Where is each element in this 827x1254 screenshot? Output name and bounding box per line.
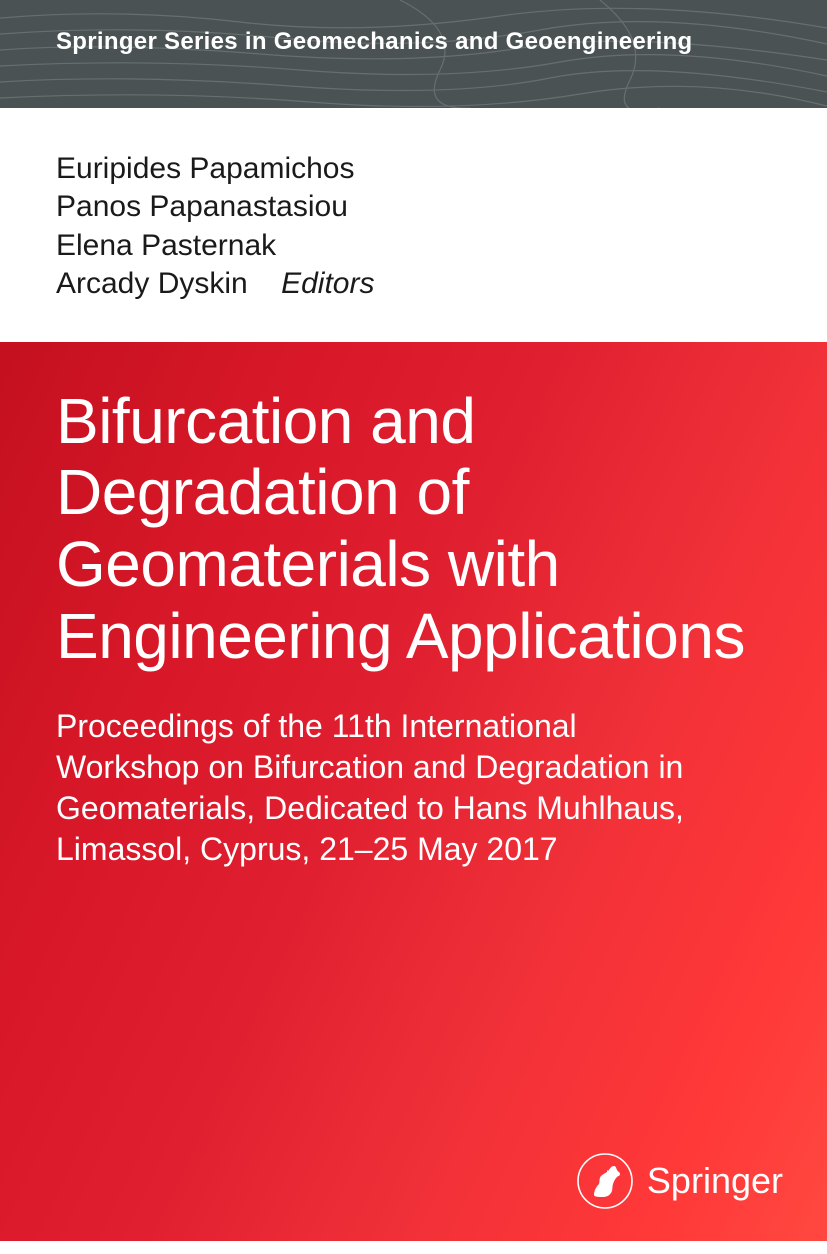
editor-name: Arcady Dyskin Editors bbox=[56, 265, 771, 303]
editors-role: Editors bbox=[281, 267, 374, 300]
book-title: Bifurcation and Degradation of Geomateri… bbox=[56, 386, 771, 673]
book-subtitle: Proceedings of the 11th International Wo… bbox=[56, 706, 696, 870]
book-cover: Springer Series in Geomechanics and Geoe… bbox=[0, 0, 827, 1254]
editor-name-last: Arcady Dyskin bbox=[56, 267, 248, 300]
series-name: Springer Series in Geomechanics and Geoe… bbox=[0, 0, 827, 56]
title-block: Bifurcation and Degradation of Geomateri… bbox=[0, 342, 827, 1241]
editor-name: Elena Pasternak bbox=[56, 227, 771, 265]
publisher-imprint: Springer bbox=[577, 1153, 783, 1209]
editor-name: Euripides Papamichos bbox=[56, 150, 771, 188]
editors-block: Euripides Papamichos Panos Papanastasiou… bbox=[0, 108, 827, 342]
springer-horse-icon bbox=[577, 1153, 633, 1209]
series-band: Springer Series in Geomechanics and Geoe… bbox=[0, 0, 827, 108]
publisher-name: Springer bbox=[647, 1160, 783, 1202]
editor-name: Panos Papanastasiou bbox=[56, 188, 771, 226]
